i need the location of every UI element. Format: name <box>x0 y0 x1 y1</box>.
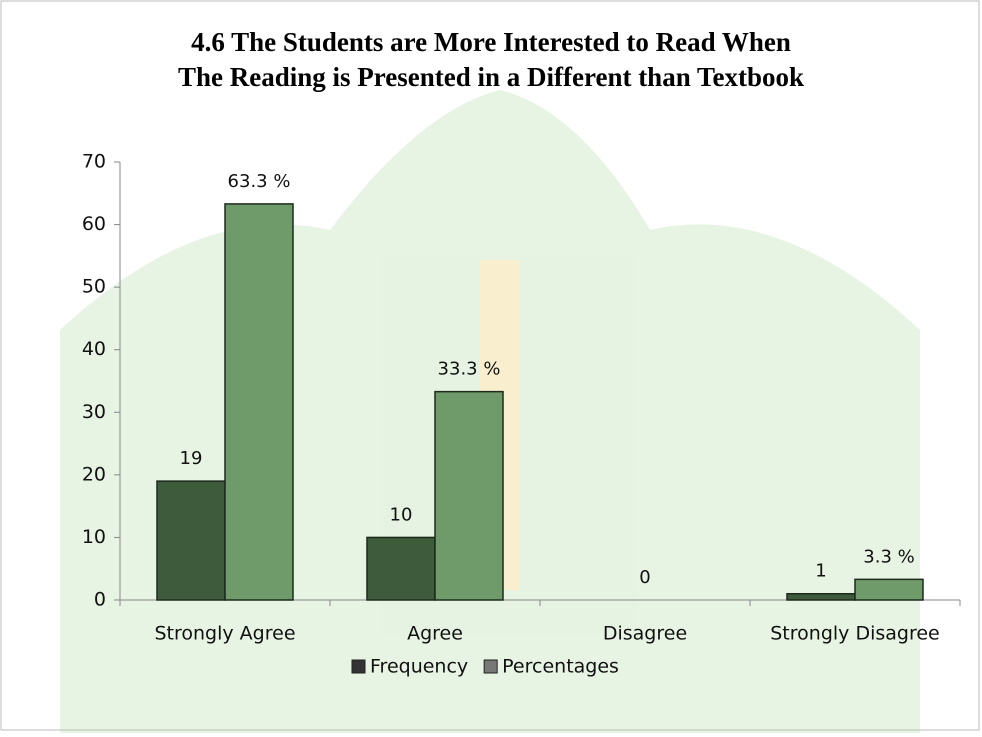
y-tick-label: 60 <box>82 213 106 235</box>
chart-title: The Reading is Presented in a Different … <box>178 62 804 92</box>
y-tick-label: 40 <box>82 338 106 360</box>
bar <box>224 203 294 601</box>
data-label: 33.3 % <box>438 359 501 380</box>
y-tick-label: 10 <box>82 526 106 548</box>
data-label: 19 <box>180 448 203 469</box>
data-label: 0 <box>639 567 650 588</box>
legend-marker <box>483 659 498 674</box>
x-tick-label: Disagree <box>603 623 687 645</box>
x-tick-label: Agree <box>407 623 463 645</box>
y-tick-label: 50 <box>82 276 106 298</box>
data-label: 63.3 % <box>228 171 291 192</box>
chart-title: 4.6 The Students are More Interested to … <box>191 27 791 57</box>
bar <box>786 592 856 601</box>
bar <box>854 578 924 601</box>
y-tick-label: 30 <box>82 401 106 423</box>
data-label: 10 <box>390 504 413 525</box>
x-tick-label: Strongly Disagree <box>770 623 939 645</box>
y-tick-label: 70 <box>82 151 106 173</box>
data-label: 1 <box>815 561 826 582</box>
y-tick-label: 20 <box>82 463 106 485</box>
data-label: 3.3 % <box>863 546 914 567</box>
bar <box>156 480 226 601</box>
bar <box>366 536 436 601</box>
x-tick-label: Strongly Agree <box>154 623 295 645</box>
legend-marker <box>351 659 366 674</box>
legend-label: Frequency <box>370 656 468 678</box>
bar <box>434 390 504 601</box>
legend-label: Percentages <box>502 656 619 678</box>
y-tick-label: 0 <box>94 589 106 611</box>
